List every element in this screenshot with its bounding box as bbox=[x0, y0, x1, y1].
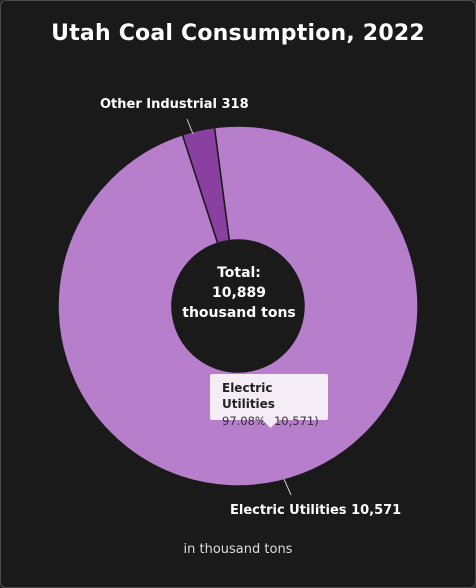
slice-other-industrial-label: Other Industrial 318 bbox=[100, 97, 249, 112]
slice-other-industrial-leader-line bbox=[186, 118, 194, 135]
slice-tooltip: Electric Utilities 97.08% (10,571) bbox=[209, 373, 329, 430]
total-value: 10,889 bbox=[211, 285, 267, 301]
total-label: Total: 10,889 thousand tons bbox=[159, 263, 319, 323]
total-caption: Total: bbox=[217, 265, 261, 281]
unit-note: in thousand tons bbox=[183, 542, 293, 557]
slice-electric-utilities-leader-line bbox=[283, 478, 292, 496]
total-unit: thousand tons bbox=[182, 305, 296, 321]
tooltip-title: Electric Utilities bbox=[222, 381, 275, 411]
slice-electric-utilities-label: Electric Utilities 10,571 bbox=[230, 503, 401, 518]
chart-title: Utah Coal Consumption, 2022 bbox=[51, 21, 425, 46]
